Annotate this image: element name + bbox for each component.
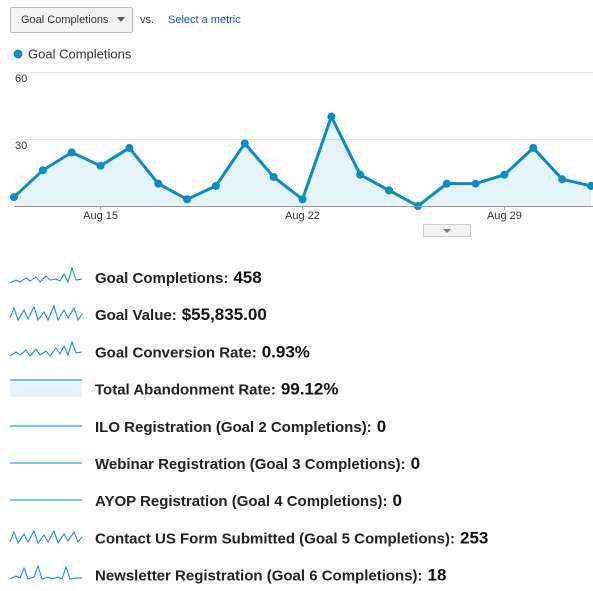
select-metric-link[interactable]: Select a metric — [168, 14, 241, 26]
point — [529, 143, 538, 152]
metric-row: Goal Completions: 458 — [95, 268, 262, 287]
metric-label: Total Abandonment Rate: — [95, 382, 276, 399]
point — [327, 112, 336, 121]
metric-list: Goal Completions: 458 Goal Value: $55,835.0… — [95, 268, 488, 585]
dropdown-caret — [117, 17, 125, 22]
point — [10, 193, 18, 202]
point — [471, 179, 480, 188]
metric-label: Webinar Registration (Goal 3 Completions… — [95, 456, 406, 473]
point — [269, 172, 278, 181]
metric-dropdown[interactable] — [10, 7, 133, 33]
metric-label: Goal Value: — [95, 307, 177, 324]
point — [385, 186, 394, 195]
sparkline-area — [10, 379, 82, 397]
x-tick-label: Aug 15 — [83, 210, 118, 222]
y-tick-label: 60 — [15, 73, 27, 85]
tab-arrow — [443, 229, 451, 233]
point — [154, 179, 163, 188]
metric-row: Newsletter Registration (Goal 6 Completi… — [95, 566, 446, 585]
x-tick-label: Aug 29 — [487, 210, 522, 222]
metric-row: Contact US Form Submitted (Goal 5 Comple… — [95, 529, 488, 548]
metric-row: ILO Registration (Goal 2 Completions): 0 — [95, 417, 386, 436]
point — [211, 181, 220, 190]
metric-value: 0 — [377, 417, 386, 436]
point — [183, 195, 192, 204]
point — [558, 175, 567, 184]
y-tick-label: 30 — [15, 140, 27, 152]
metric-value: 99.12% — [281, 380, 339, 399]
sparkline — [9, 304, 83, 322]
metric-label: Contact US Form Submitted (Goal 5 Comple… — [95, 530, 455, 547]
point — [500, 170, 509, 179]
line-chart: 30 60 Aug 15 Aug 22 Aug 29 — [10, 72, 593, 222]
point — [442, 179, 451, 188]
point — [125, 143, 134, 152]
point — [67, 148, 76, 157]
metric-value: $55,835.00 — [182, 306, 267, 325]
metric-value: 458 — [233, 268, 261, 287]
metric-label: AYOP Registration (Goal 4 Completions): — [95, 493, 388, 510]
metric-row: Webinar Registration (Goal 3 Completions… — [95, 454, 420, 473]
point — [356, 170, 365, 179]
metric-row: AYOP Registration (Goal 4 Completions): 0 — [95, 492, 402, 511]
point — [298, 195, 307, 204]
point — [38, 166, 47, 175]
sparklines — [9, 266, 83, 580]
metric-row: Total Abandonment Rate: 99.12% — [95, 380, 339, 399]
metric-label: Newsletter Registration (Goal 6 Completi… — [95, 568, 423, 585]
point — [240, 139, 249, 148]
area — [14, 116, 591, 206]
metric-label: Goal Conversion Rate: — [95, 344, 257, 361]
dropdown-text[interactable]: Goal Completions — [21, 14, 109, 26]
sparkline — [9, 266, 83, 284]
sparkline — [9, 529, 83, 545]
sparkline — [9, 340, 83, 357]
metric-value: 0 — [393, 492, 402, 511]
metric-value: 253 — [460, 529, 488, 548]
legend-label: Goal Completions — [28, 46, 132, 61]
point — [96, 161, 105, 170]
metric-label: Goal Completions: — [95, 270, 228, 287]
x-tick-label: Aug 22 — [285, 210, 320, 222]
metric-value: 0 — [411, 454, 420, 473]
metric-row: Goal Conversion Rate: 0.93% — [95, 343, 310, 362]
legend-dot — [13, 49, 23, 59]
vs-text: vs. — [140, 14, 154, 26]
metric-value: 0.93% — [262, 343, 310, 362]
point — [587, 181, 593, 190]
metric-row: Goal Value: $55,835.00 — [95, 306, 267, 325]
sparkline — [9, 564, 82, 580]
metric-label: ILO Registration (Goal 2 Completions): — [95, 419, 372, 436]
metric-value: 18 — [428, 566, 447, 585]
